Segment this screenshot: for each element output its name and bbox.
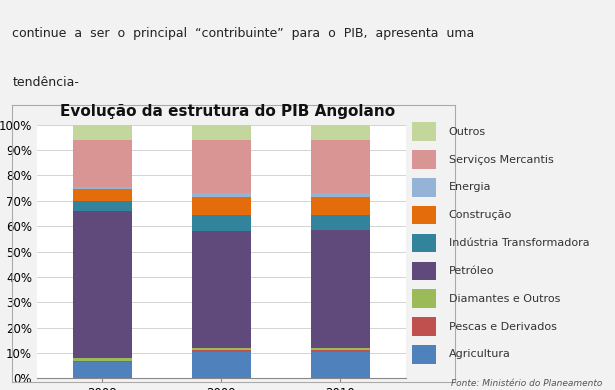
Bar (73, 125, 132, 140)
FancyBboxPatch shape (412, 345, 437, 364)
Bar (192, 140, 251, 193)
FancyBboxPatch shape (412, 317, 437, 336)
FancyBboxPatch shape (412, 262, 437, 280)
Bar (192, 350, 251, 352)
FancyBboxPatch shape (412, 122, 437, 141)
Bar (311, 215, 370, 230)
Text: Energia: Energia (448, 183, 491, 192)
FancyBboxPatch shape (412, 206, 437, 225)
Bar (311, 348, 370, 350)
Bar (73, 362, 132, 378)
FancyBboxPatch shape (412, 234, 437, 252)
Bar (311, 352, 370, 378)
Bar (192, 197, 251, 215)
Bar (192, 215, 251, 231)
FancyBboxPatch shape (412, 178, 437, 197)
Bar (311, 140, 370, 193)
Bar (311, 230, 370, 348)
Bar (73, 190, 132, 201)
FancyBboxPatch shape (412, 289, 437, 308)
Bar (73, 187, 132, 190)
Bar (311, 193, 370, 197)
Text: Agricultura: Agricultura (448, 349, 510, 360)
Text: Serviços Mercantis: Serviços Mercantis (448, 154, 554, 165)
Bar (73, 211, 132, 358)
Bar (311, 125, 370, 140)
Bar (73, 360, 132, 362)
Bar (73, 358, 132, 360)
Text: Indústria Transformadora: Indústria Transformadora (448, 238, 589, 248)
Text: Construção: Construção (448, 210, 512, 220)
Bar (192, 125, 251, 140)
Text: Diamantes e Outros: Diamantes e Outros (448, 294, 560, 304)
Bar (73, 201, 132, 211)
Text: Petróleo: Petróleo (448, 266, 494, 276)
Text: tendência-: tendência- (12, 76, 79, 89)
Text: Outros: Outros (448, 127, 486, 136)
Bar (311, 197, 370, 215)
Bar (192, 348, 251, 350)
Text: Fonte: Ministério do Planeamento: Fonte: Ministério do Planeamento (451, 379, 603, 388)
Bar (73, 140, 132, 187)
Bar (311, 350, 370, 352)
Text: continue  a  ser  o  principal  “contribuinte”  para  o  PIB,  apresenta  uma: continue a ser o principal “contribuinte… (12, 27, 475, 40)
Bar (192, 352, 251, 378)
FancyBboxPatch shape (412, 150, 437, 169)
Text: Evolução da estrutura do PIB Angolano: Evolução da estrutura do PIB Angolano (60, 104, 395, 119)
Text: Pescas e Derivados: Pescas e Derivados (448, 322, 557, 332)
Bar (192, 193, 251, 197)
Bar (192, 231, 251, 348)
